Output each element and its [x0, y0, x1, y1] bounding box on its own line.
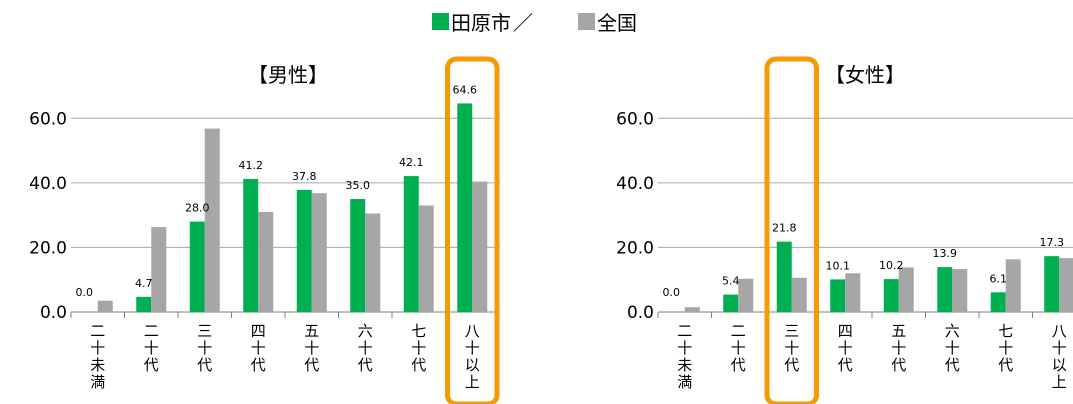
female-highlight-box — [764, 56, 819, 404]
female-bar-national — [1059, 258, 1073, 312]
female-bar-city — [1044, 256, 1060, 312]
female-bar-city — [830, 279, 846, 312]
male-category-label: 二十未満 — [90, 322, 105, 391]
female-data-label: 10.2 — [879, 259, 904, 272]
male-category-label: 八十以上 — [465, 322, 480, 391]
male-bar-national — [472, 181, 488, 312]
male-category-label: 二十代 — [144, 322, 159, 374]
female-category-label: 三十代 — [784, 322, 799, 374]
male-bar-national — [311, 193, 327, 312]
female-data-label: 21.8 — [772, 222, 797, 235]
female-data-label: 17.3 — [1040, 236, 1065, 249]
male-bar-national — [258, 211, 274, 312]
male-category-label: 四十代 — [251, 322, 266, 374]
male-category-label: 三十代 — [197, 322, 212, 374]
female-category-label: 七十代 — [998, 322, 1013, 374]
female-bar-national — [952, 269, 968, 312]
male-data-label: 41.2 — [239, 159, 264, 172]
male-highlight-box — [445, 56, 500, 404]
male-bar-national — [151, 227, 167, 312]
female-bar-city — [937, 267, 953, 312]
female-category-label: 六十代 — [945, 322, 960, 374]
female-category-label: 五十代 — [891, 322, 906, 374]
male-category-label: 七十代 — [411, 322, 426, 374]
legend: 田原市 ／ 全国 — [432, 11, 637, 35]
male-chart-title: 【男性】 — [248, 63, 328, 87]
male-bar-city — [350, 199, 366, 312]
male-data-label: 4.7 — [135, 277, 153, 290]
female-bar-city — [990, 292, 1006, 312]
male-data-label: 28.0 — [185, 202, 210, 215]
male-bar-city — [403, 176, 419, 312]
female-bar-national — [1005, 259, 1021, 312]
male-ytick-label: 60.0 — [29, 109, 67, 129]
male-category-label: 五十代 — [304, 322, 319, 374]
female-ytick-label: 40.0 — [616, 174, 654, 194]
female-category-label: 二十代 — [731, 322, 746, 374]
female-bar-city — [723, 294, 739, 312]
female-category-label: 八十以上 — [1052, 322, 1067, 391]
male-ytick-label: 20.0 — [29, 238, 67, 258]
female-ytick-label: 0.0 — [627, 303, 654, 323]
female-bar-national — [684, 307, 700, 312]
male-bar-city — [296, 189, 312, 312]
legend-label-national: 全国 — [597, 11, 637, 35]
male-bar-national — [365, 213, 381, 312]
female-bar-city — [883, 279, 899, 312]
female-bar-national — [898, 267, 914, 312]
male-data-label: 35.0 — [346, 179, 371, 192]
female-data-label: 10.1 — [826, 259, 851, 272]
female-chart-title: 【女性】 — [825, 63, 905, 87]
legend-swatch-national — [578, 13, 595, 30]
male-chart: 【男性】 0.0 20.0 40.0 60.0 0.0 二十未満 4.7 二十代 28.0 三十代… — [29, 56, 500, 404]
female-ytick-label: 60.0 — [616, 109, 654, 129]
legend-swatch-city — [432, 13, 449, 30]
male-data-label: 42.1 — [399, 156, 424, 169]
male-bar-city — [136, 296, 152, 312]
male-bar-national — [97, 300, 113, 312]
female-ytick-label: 20.0 — [616, 238, 654, 258]
female-bar-national — [845, 273, 861, 312]
female-data-label: 13.9 — [933, 247, 958, 260]
male-data-label: 0.0 — [76, 286, 94, 299]
male-bar-national — [418, 205, 434, 312]
male-ytick-label: 0.0 — [40, 303, 67, 323]
female-category-label: 四十代 — [838, 322, 853, 374]
legend-label-city: 田原市 — [451, 11, 511, 35]
male-bar-city — [243, 178, 259, 312]
female-bar-national — [738, 278, 754, 312]
male-data-label: 64.6 — [453, 83, 478, 96]
female-data-label: 6.1 — [990, 272, 1008, 285]
female-data-label: 5.4 — [722, 275, 740, 288]
female-bar-city — [776, 241, 792, 312]
male-data-label: 37.8 — [292, 170, 317, 183]
legend-separator: ／ — [513, 11, 533, 35]
female-bar-national — [791, 277, 807, 312]
female-category-label: 二十未満 — [677, 322, 692, 391]
male-bar-city — [457, 103, 473, 312]
male-bar-national — [204, 128, 220, 312]
male-ytick-label: 40.0 — [29, 174, 67, 194]
male-category-label: 六十代 — [358, 322, 373, 374]
male-bar-city — [189, 221, 205, 312]
female-chart: 【女性】 0.0 20.0 40.0 60.0 0.0 二十未満 5.4 二十代 21.8 三十代… — [616, 56, 1073, 404]
female-data-label: 0.0 — [663, 286, 681, 299]
